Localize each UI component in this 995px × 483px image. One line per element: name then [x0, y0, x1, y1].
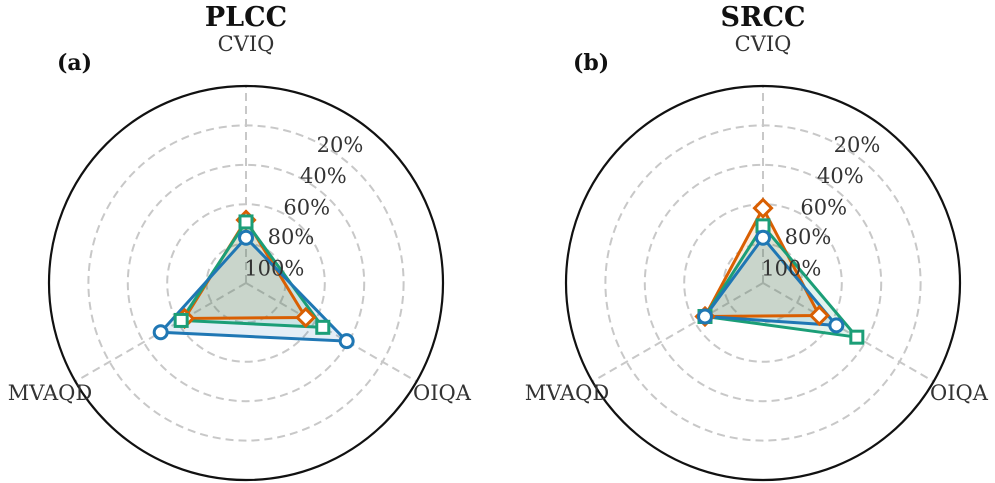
series-blue-point-oiqa: [828, 317, 845, 334]
outer-ring: [564, 84, 962, 482]
series-orange-point-oiqa: [808, 304, 830, 327]
series-green-point-oiqa: [849, 329, 865, 345]
axis-spoke-mvaqd: [591, 282, 764, 383]
ring-label-40pct: 40%: [817, 164, 864, 188]
panel-label: (a): [57, 50, 92, 76]
grid-ring-2: [126, 163, 366, 403]
series-blue-fill: [704, 237, 837, 326]
axis-spoke-oiqa: [762, 282, 935, 383]
series-orange-point-oiqa: [295, 306, 317, 329]
series-orange-point-cviq: [752, 197, 774, 219]
axis-label-oiqa: OIQA: [413, 381, 472, 405]
ring-label-100pct: 100%: [761, 256, 821, 280]
ring-label-80pct: 80%: [268, 225, 315, 249]
axis-label-mvaqd: MVAQD: [525, 381, 609, 405]
series-blue-point-oiqa: [338, 333, 355, 350]
series-green-line: [702, 223, 861, 340]
series-green-point-oiqa: [315, 319, 331, 335]
series-blue-point-mvaqd: [152, 324, 169, 341]
series-orange-fill: [184, 219, 306, 319]
series-orange-fill: [704, 208, 820, 317]
axis-label-oiqa: OIQA: [930, 381, 989, 405]
axis-spoke-oiqa: [245, 282, 418, 383]
series-blue-line: [157, 235, 351, 343]
series-blue-line: [702, 235, 840, 328]
chart-title: PLCC: [205, 2, 287, 33]
axis-label-cviq: CVIQ: [735, 32, 792, 56]
radar-panel-b: SRCC (b) 20% 40% 60% 80% 100% CVIQ OIQA MVAQD: [525, 2, 989, 482]
ring-label-80pct: 80%: [785, 225, 832, 249]
axis-label-mvaqd: MVAQD: [8, 381, 92, 405]
series-green-line: [178, 219, 326, 329]
series-blue-point-cviq: [238, 229, 254, 246]
ring-label-60pct: 60%: [283, 195, 330, 219]
series-green-point-mvaqd: [173, 312, 189, 328]
series-blue-point-mvaqd: [696, 308, 713, 325]
axis-label-cviq: CVIQ: [218, 32, 275, 56]
ring-label-100pct: 100%: [244, 256, 304, 280]
outer-ring: [47, 84, 445, 482]
series-blue-point-cviq: [755, 229, 771, 246]
series-green-fill: [181, 221, 323, 328]
ring-label-20pct: 20%: [317, 133, 364, 157]
radar-panel-a: PLCC (a) 20% 40% 60% 80% 100% CVIQ OIQA MVAQD: [8, 2, 472, 482]
ring-label-20pct: 20%: [834, 133, 881, 157]
panel-label: (b): [573, 50, 609, 76]
ring-label-60pct: 60%: [800, 195, 847, 219]
series-orange-line: [702, 204, 822, 319]
ring-label-40pct: 40%: [300, 164, 347, 188]
series-green-point-cviq: [238, 214, 254, 230]
chart-title: SRCC: [721, 2, 806, 33]
grid-ring-2: [643, 163, 883, 403]
